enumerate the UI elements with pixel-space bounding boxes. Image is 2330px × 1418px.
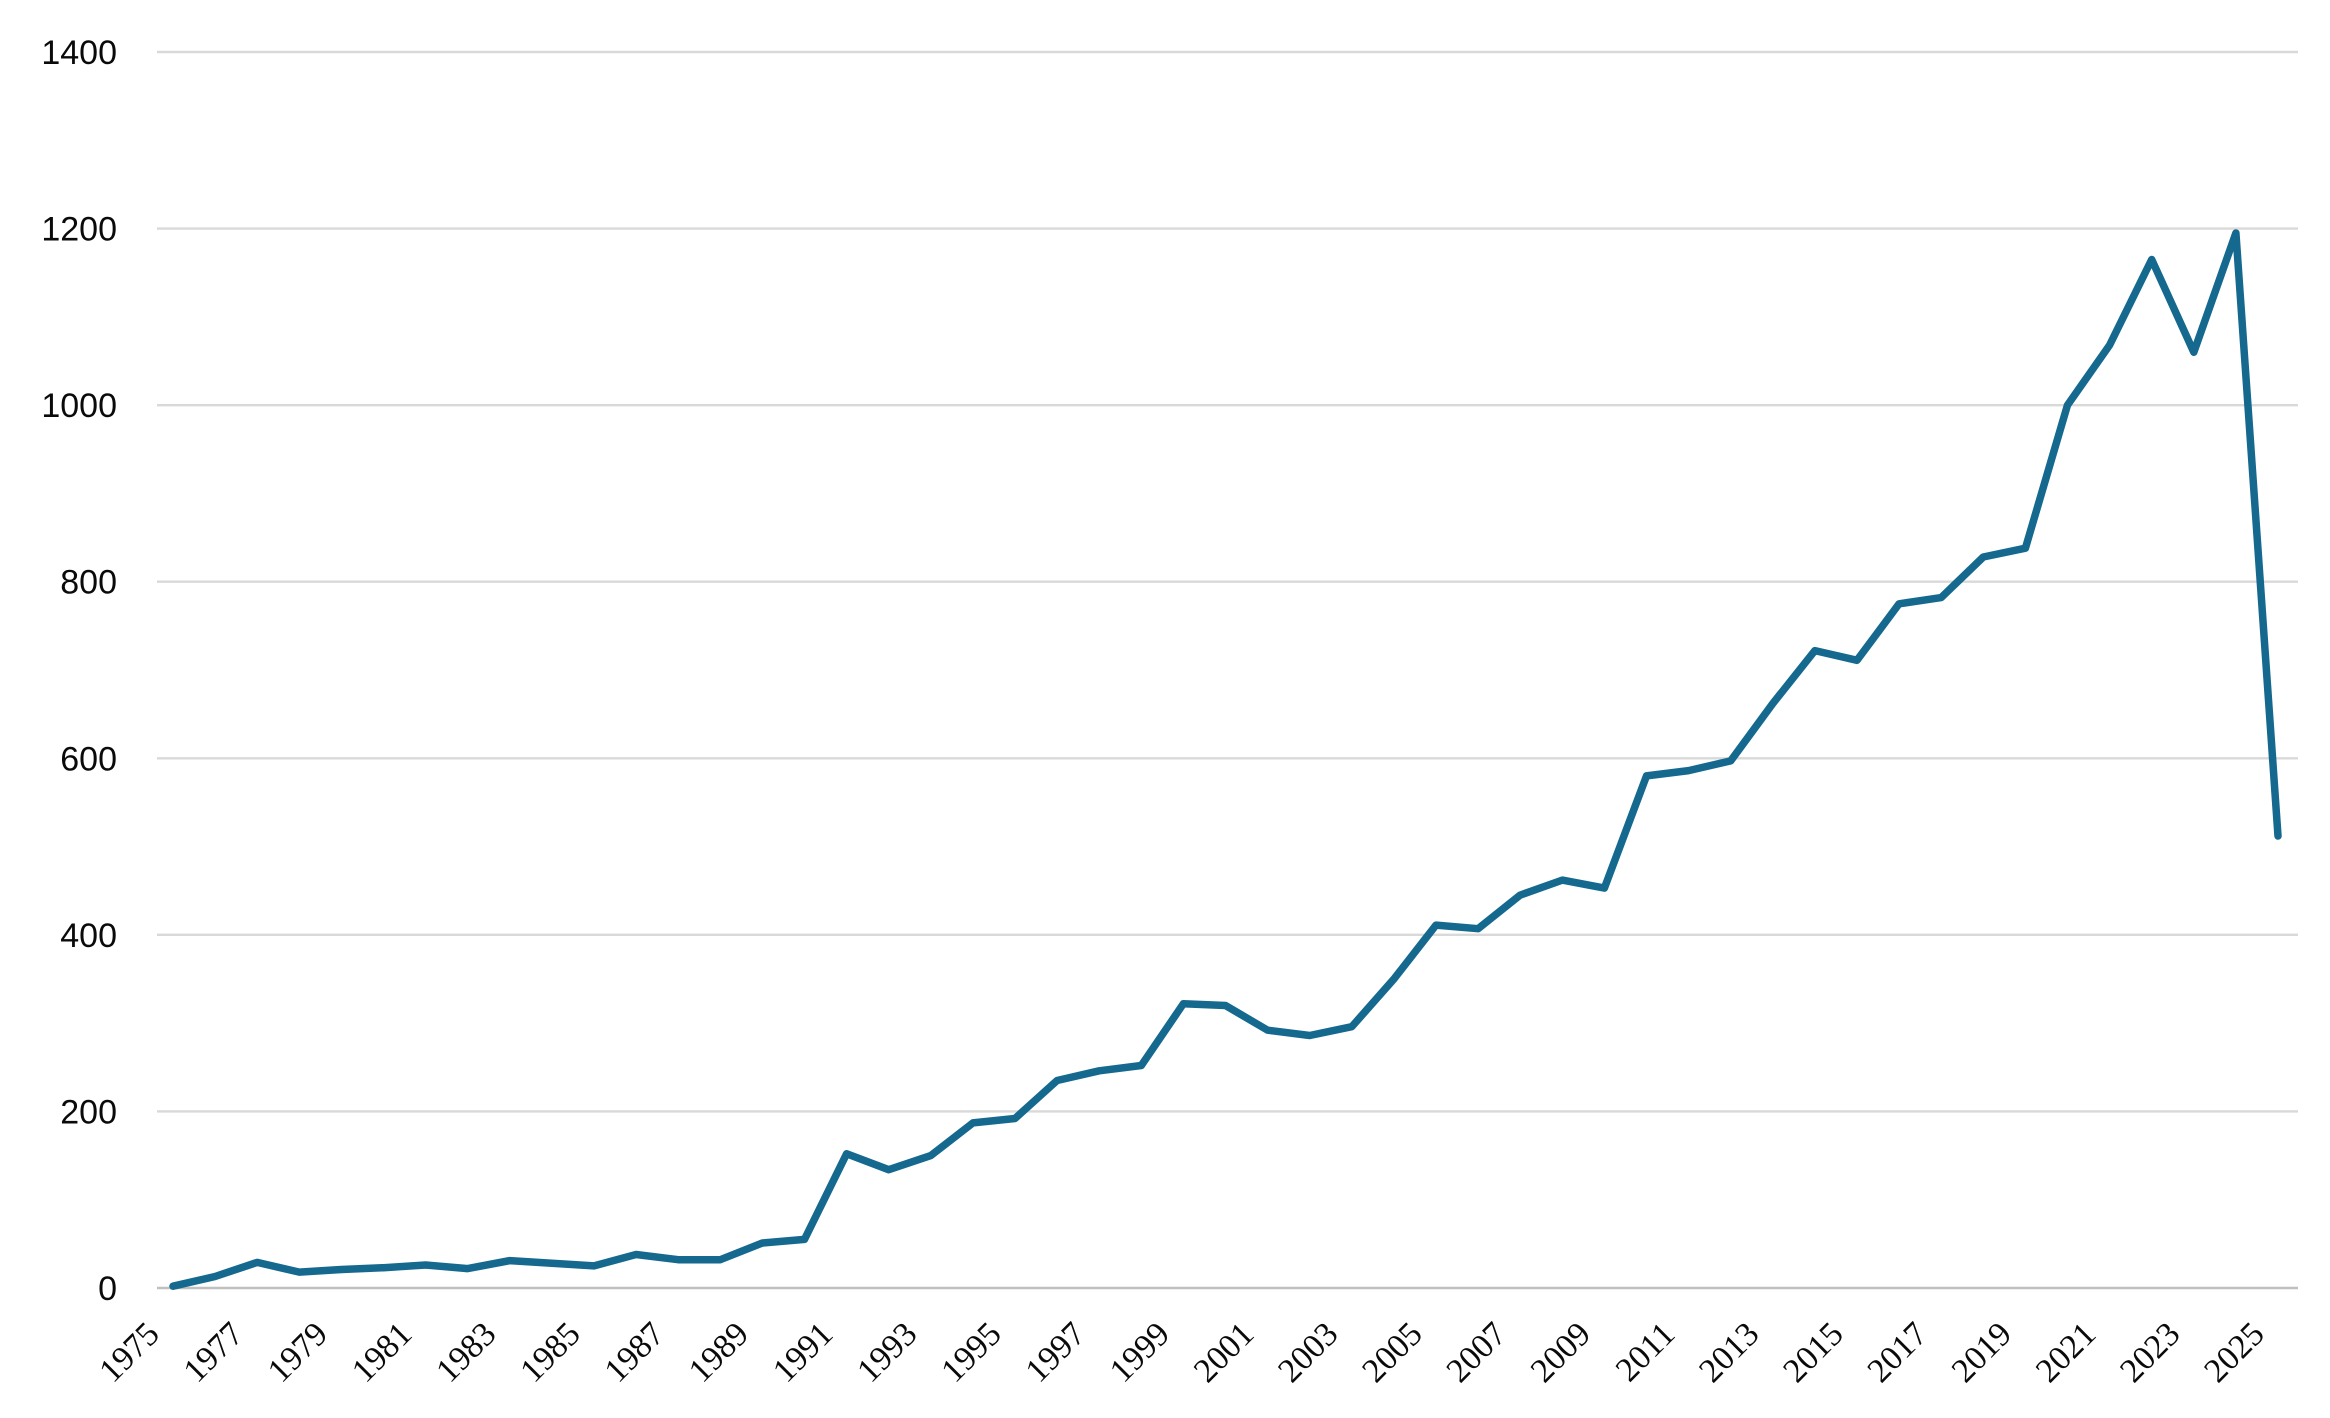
y-axis-tick-label: 1000	[41, 387, 117, 425]
y-axis-tick-label: 1200	[41, 211, 117, 249]
y-axis-tick-label: 1400	[41, 34, 117, 72]
y-axis-tick-label: 0	[98, 1270, 117, 1308]
y-axis-tick-label: 200	[60, 1093, 117, 1131]
y-axis-tick-label: 400	[60, 917, 117, 955]
y-axis-tick-label: 600	[60, 740, 117, 778]
y-axis-tick-label: 800	[60, 564, 117, 602]
data-series-line	[169, 229, 2282, 1290]
